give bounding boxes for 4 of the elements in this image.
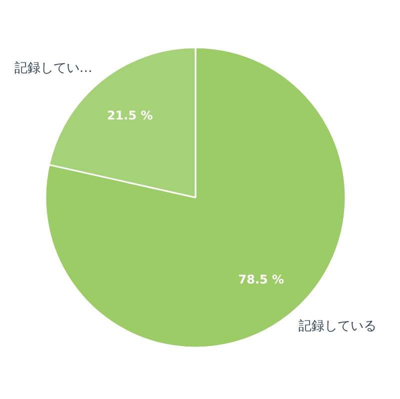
- data-label: 78.5 %: [238, 272, 284, 286]
- data-label: 21.5 %: [106, 108, 153, 123]
- slice-label: 記録してい…: [14, 61, 92, 76]
- slice-label: 記録している: [298, 318, 377, 334]
